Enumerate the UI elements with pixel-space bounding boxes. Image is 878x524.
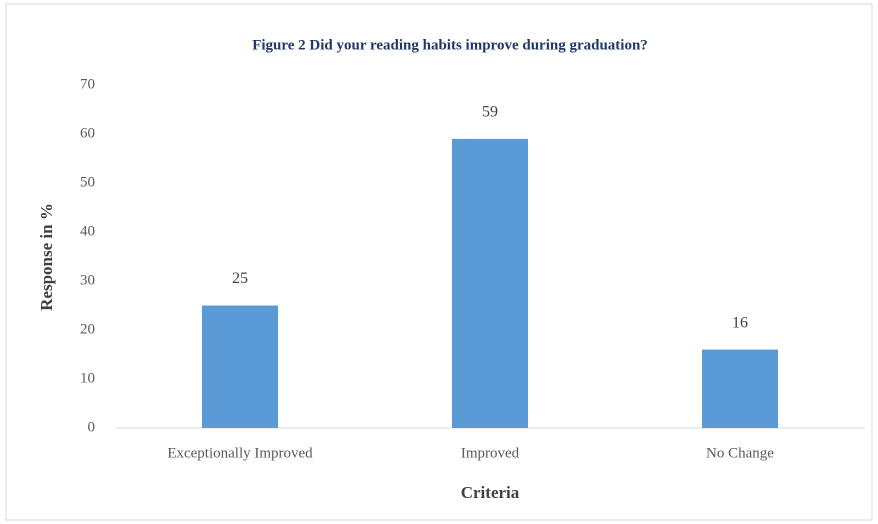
y-tick-label: 10 [80, 370, 95, 386]
chart-frame [5, 3, 873, 521]
y-tick-label: 20 [80, 321, 95, 337]
y-tick-label: 40 [80, 223, 95, 239]
bar [702, 349, 778, 428]
data-label: 16 [732, 314, 748, 331]
x-tick-label: Improved [461, 445, 520, 461]
y-axis-label: Response in % [37, 203, 56, 311]
bar [452, 138, 528, 428]
data-label: 25 [232, 270, 248, 287]
y-tick-label: 70 [80, 76, 95, 92]
data-label: 59 [482, 104, 498, 121]
x-axis-label: Criteria [461, 483, 520, 502]
x-tick-label: Exceptionally Improved [167, 445, 313, 461]
x-tick-label: No Change [706, 445, 774, 461]
bar [202, 305, 278, 428]
y-tick-label: 0 [88, 419, 96, 435]
y-tick-label: 50 [80, 174, 95, 190]
y-tick-label: 30 [80, 272, 95, 288]
chart-title: Figure 2 Did your reading habits improve… [252, 37, 648, 53]
y-tick-label: 60 [80, 125, 95, 141]
